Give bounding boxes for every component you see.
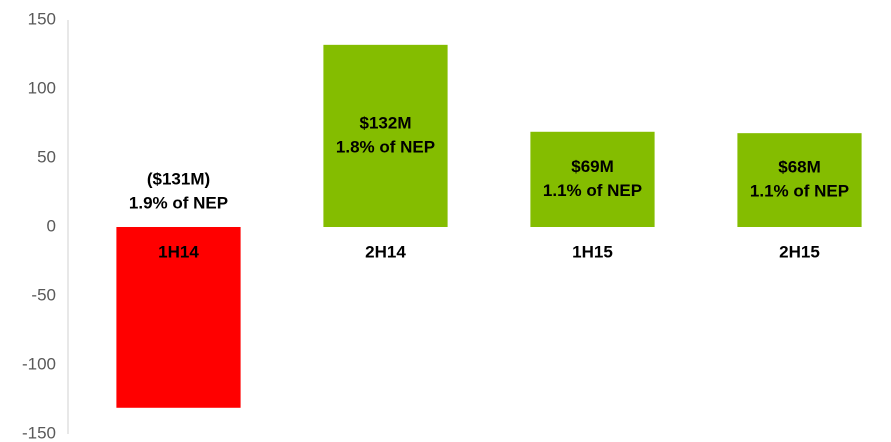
bar — [737, 133, 862, 227]
data-label: $68M — [778, 158, 821, 177]
data-annotation: 1.1% of NEP — [543, 181, 642, 200]
data-annotation: 1.9% of NEP — [129, 193, 228, 212]
y-tick-label: 50 — [37, 147, 56, 166]
data-annotation: 1.8% of NEP — [336, 137, 435, 156]
data-label: ($131M) — [147, 169, 210, 188]
bar — [116, 227, 241, 408]
y-tick-label: 0 — [47, 216, 56, 235]
x-tick-label: 1H15 — [572, 242, 613, 261]
y-tick-label: 100 — [28, 78, 56, 97]
y-tick-label: -100 — [22, 354, 56, 373]
bar — [530, 131, 655, 227]
y-tick-label: -150 — [22, 423, 56, 442]
bar — [323, 44, 448, 228]
y-tick-label: -50 — [31, 285, 56, 304]
data-label: $132M — [360, 113, 412, 132]
x-tick-label: 2H14 — [365, 242, 406, 261]
data-annotation: 1.1% of NEP — [750, 182, 849, 201]
data-label: $69M — [571, 157, 614, 176]
x-tick-label: 2H15 — [779, 242, 820, 261]
x-tick-label: 1H14 — [158, 242, 199, 261]
y-tick-label: 150 — [28, 9, 56, 28]
